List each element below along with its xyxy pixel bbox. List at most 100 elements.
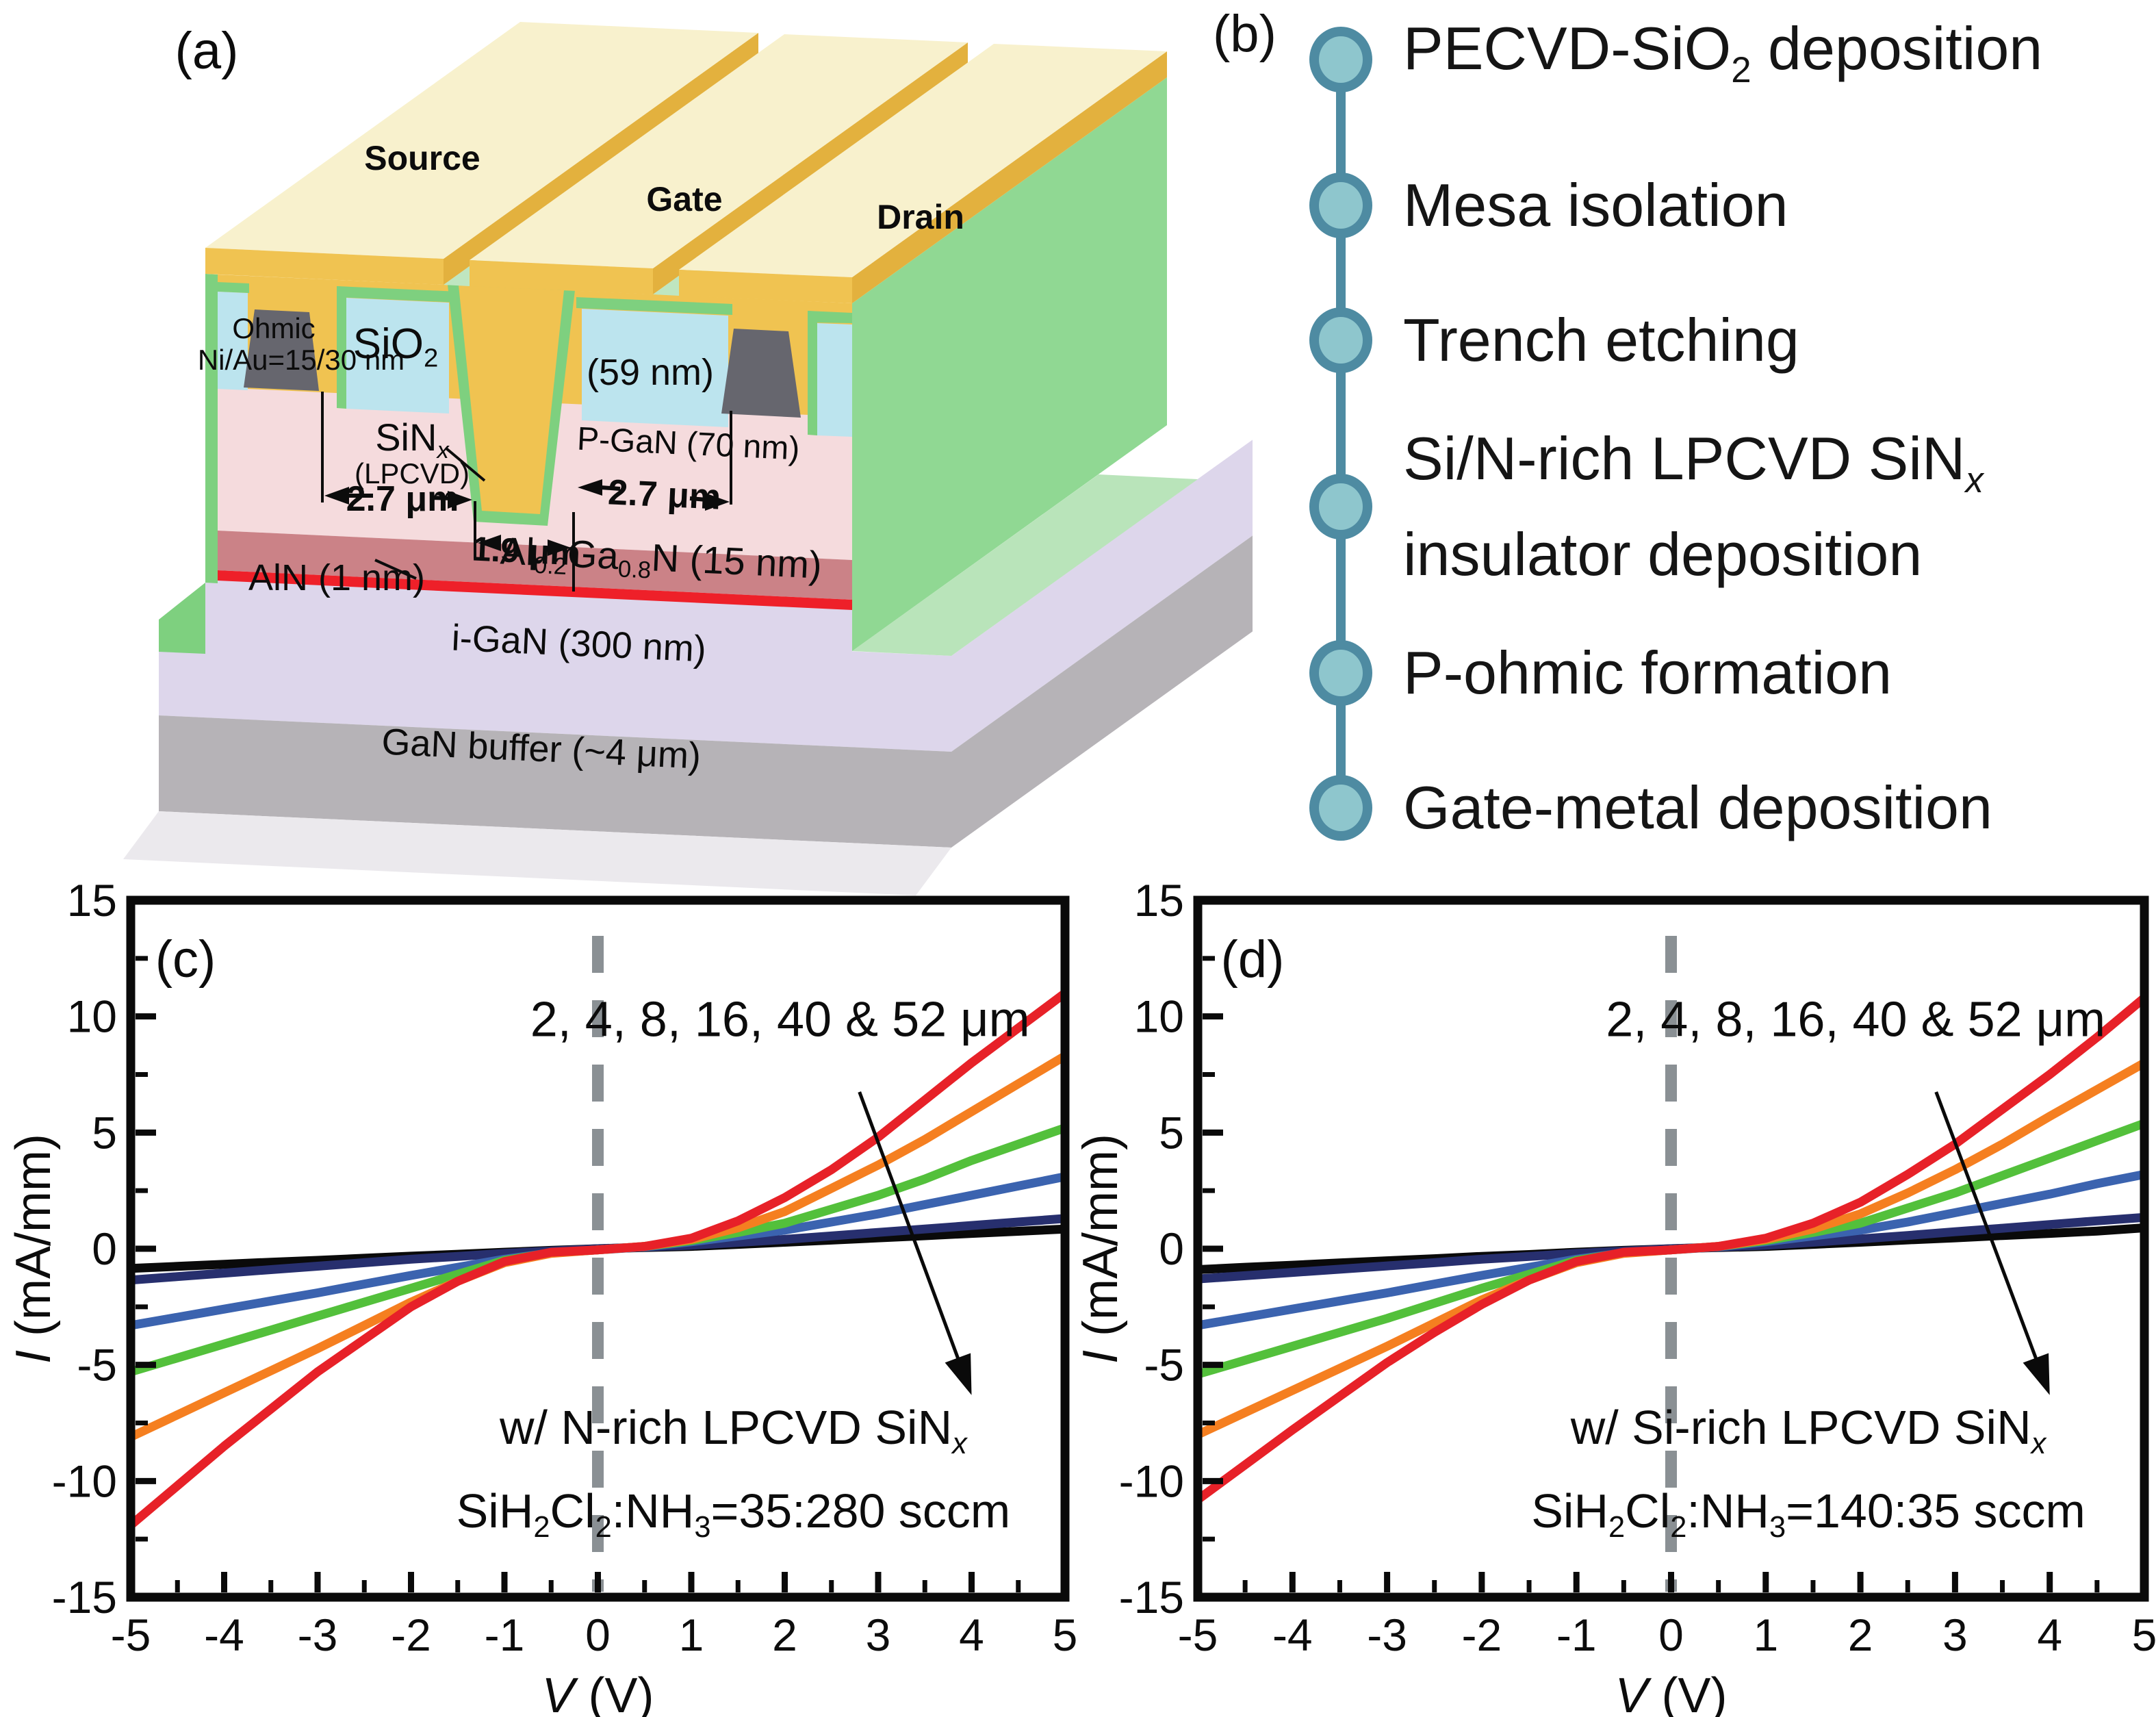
source-label: Source [364, 139, 480, 177]
iv-curve-2μm [1198, 993, 2144, 1504]
drain-label: Drain [877, 198, 964, 236]
dim-arrowhead-left [324, 487, 349, 505]
x-tick-label: -3 [1367, 1610, 1407, 1660]
dim-arrowhead-right [548, 539, 571, 556]
source-bar-bevel [205, 248, 444, 285]
algan-label: Al0.2Ga0.8N (15 nm) [499, 529, 823, 591]
liner-patch-a-top [218, 282, 249, 293]
x-tick-label: 2 [1848, 1610, 1873, 1660]
aln-label: AlN (1 nm) [248, 557, 425, 598]
liner-patch-b-top [337, 286, 459, 303]
order-arrow-line [858, 1091, 964, 1371]
igan-front-face [159, 620, 951, 752]
x-tick-label: 1 [679, 1610, 704, 1660]
dim-arrowhead-right [448, 491, 472, 509]
panel-tag: (d) [1221, 930, 1285, 989]
ticks [1194, 897, 2148, 1601]
y-tick-label: -5 [77, 1340, 117, 1390]
x-tick-label: -5 [1178, 1610, 1218, 1660]
liner-patch-b-left [337, 286, 346, 409]
x-axis-label: V (V) [1615, 1668, 1727, 1717]
mesa-cross-section [205, 77, 1167, 651]
panel-a-tag: (a) [175, 22, 239, 80]
x-tick-label: 4 [959, 1610, 984, 1660]
flow-node-circle [1309, 474, 1372, 539]
x-tick-label: 5 [2132, 1610, 2156, 1660]
condition-annotation-line1: w/ Si-rich LPCVD SiNx [1570, 1401, 2047, 1460]
x-tick-label: 3 [866, 1610, 891, 1660]
liner-patch-d-top [808, 311, 852, 323]
x-tick-label: 0 [585, 1610, 611, 1660]
dim-arrowhead-left [578, 479, 602, 496]
liner-foot [159, 583, 205, 654]
y-tick-label: 5 [92, 1107, 117, 1158]
condition-annotation-line1: w/ N-rich LPCVD SiNx [499, 1401, 968, 1460]
igan-front-filler [205, 578, 852, 654]
dim-arrowhead-left [478, 535, 501, 551]
sio2-patch-c [582, 309, 728, 427]
liner-left-strip [205, 274, 218, 583]
panel-a-device-schematic: (a) Source Gate Drain Ohmic Ni/Au=15/30 … [123, 22, 1253, 895]
flow-step-label: PECVD-SiO2 deposition [1403, 14, 2043, 90]
y-tick-label: 10 [1134, 991, 1184, 1042]
x-tick-label: -1 [1556, 1610, 1597, 1660]
y-tick-label: 0 [1159, 1223, 1184, 1274]
flow-node-circle [1309, 173, 1372, 238]
x-tick-label: 4 [2037, 1610, 2062, 1660]
igan-side-face [951, 440, 1253, 752]
order-arrow-head [2023, 1353, 2050, 1395]
source-bar-top [205, 22, 758, 259]
y-tick-label: 10 [67, 991, 117, 1042]
ohmic-contact-drain [721, 329, 801, 418]
gate-bar-top [470, 34, 968, 268]
y-tick-label: 15 [67, 875, 117, 926]
y-axis-label: I (mA/mm) [1081, 1134, 1128, 1364]
gate-label: Gate [646, 180, 722, 218]
y-axis-label: I (mA/mm) [6, 1134, 61, 1364]
x-tick-label: 1 [1753, 1610, 1778, 1660]
flow-node-circle [1309, 27, 1372, 92]
top-electrode-bars [205, 22, 1167, 303]
y-tick-label: 0 [92, 1223, 117, 1274]
sio2-patch-a [218, 292, 248, 390]
panel-tag: (c) [155, 930, 216, 989]
x-tick-label: 3 [1942, 1610, 1968, 1660]
flow-step-label: Si/N-rich LPCVD SiNx insulator deposition [1403, 424, 1984, 588]
y-tick-label: -10 [1119, 1455, 1184, 1506]
sinx-label: SiNx [375, 416, 450, 463]
x-tick-label: -5 [111, 1610, 151, 1660]
panel-b-tag: (b) [1213, 5, 1276, 63]
sio2-thickness-label: (59 nm) [587, 352, 714, 393]
y-tick-label: -15 [1119, 1572, 1184, 1623]
finger-width-annotation: 2, 4, 8, 16, 40 & 52 μm [1606, 993, 2105, 1047]
flow-step-label: Trench etching [1403, 306, 1799, 374]
dim-line [689, 496, 707, 502]
flow-step-label: Gate-metal deposition [1403, 774, 1992, 841]
x-tick-label: -4 [1272, 1610, 1313, 1660]
y-tick-label: 5 [1159, 1107, 1184, 1158]
sinx-leader-line [445, 447, 486, 482]
y-tick-label: -10 [52, 1455, 117, 1506]
dim-arrowhead-right [705, 493, 730, 511]
plot-frame [1193, 895, 2149, 1602]
x-tick-label: 0 [1658, 1610, 1684, 1660]
x-tick-label: -4 [204, 1610, 244, 1660]
order-arrow-head [945, 1353, 972, 1395]
dim-line [600, 485, 621, 491]
base-top-strip [852, 474, 1198, 656]
condition-annotation-line2: SiH2Cl2:NH3=35:280 sccm [457, 1484, 1011, 1544]
sio2-patch-d [817, 323, 852, 437]
ohmic-label: Ohmic [232, 312, 315, 344]
y-tick-label: -5 [1144, 1340, 1184, 1390]
iv-curve-2μm [131, 989, 1065, 1530]
condition-annotation-line2: SiH2Cl2:NH3=140:35 sccm [1531, 1484, 2086, 1544]
x-tick-label: -3 [298, 1610, 338, 1660]
x-tick-label: 5 [1053, 1610, 1078, 1660]
x-tick-label: -2 [1462, 1610, 1502, 1660]
niau-label: Ni/Au=15/30 nm [198, 344, 405, 376]
ohmic-contact-source [244, 309, 319, 391]
sio2-label: SiO2 [353, 320, 439, 372]
order-arrow-line [1934, 1091, 2042, 1371]
